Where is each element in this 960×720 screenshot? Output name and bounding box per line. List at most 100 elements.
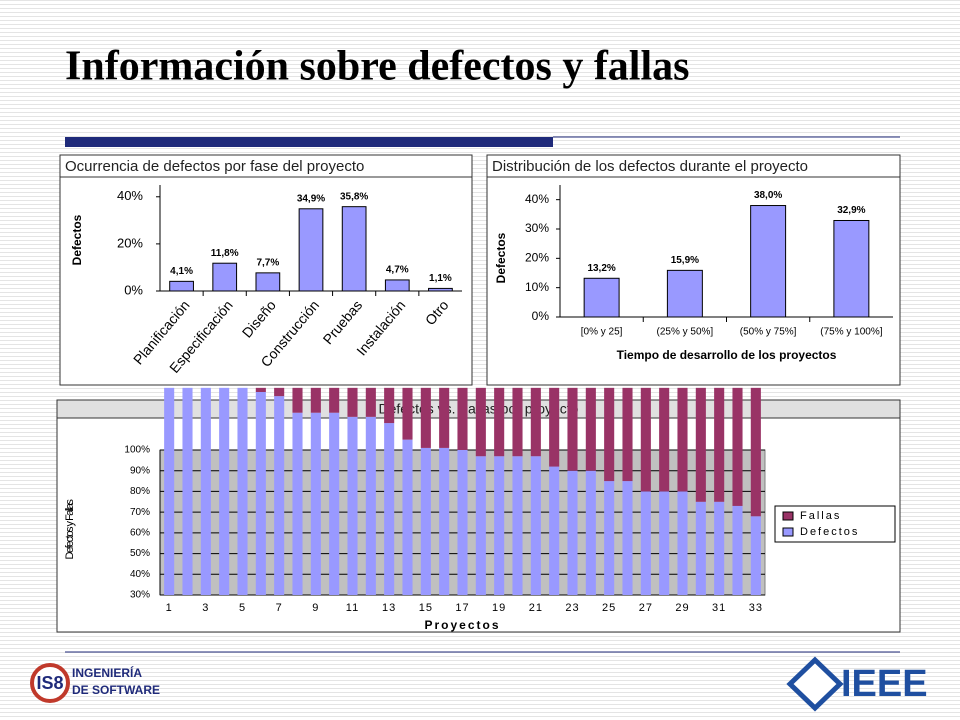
bar-segment [677, 491, 688, 595]
x-tick-label: 7 [276, 602, 283, 614]
x-tick-label: 17 [455, 602, 469, 614]
bar [341, 206, 367, 292]
logo-diamond [786, 656, 844, 712]
value-label: 35,8% [340, 191, 368, 202]
bar-segment [439, 387, 450, 448]
value-label: 4,7% [386, 265, 409, 276]
y-tick-label: 40% [117, 188, 143, 203]
panel-header [486, 154, 901, 178]
x-tick-label: 31 [712, 602, 726, 614]
value-label: 7,7% [256, 258, 279, 269]
bar [666, 269, 703, 318]
bar-segment [732, 387, 743, 506]
y-tick-label: 90% [130, 465, 150, 476]
legend-swatch [782, 527, 794, 537]
bar [212, 262, 238, 292]
x-tick-label: 27 [639, 602, 653, 614]
bar-segment [292, 412, 303, 595]
y-tick-label: 20% [117, 235, 143, 250]
bar-segment [420, 447, 431, 595]
bar-segment [512, 456, 523, 595]
bar-segment [384, 387, 395, 424]
bar-segment [439, 447, 450, 595]
bar-segment [365, 387, 376, 417]
x-tick-label: 9 [312, 602, 319, 614]
y-tick-label: 60% [130, 527, 150, 538]
bar [833, 219, 870, 318]
bar-segment [714, 501, 725, 595]
x-tick-label: 21 [529, 602, 543, 614]
bar [298, 208, 324, 292]
y-tick-label: 20% [525, 251, 549, 265]
bar [428, 287, 453, 292]
y-tick-label: 30% [525, 221, 549, 235]
y-tick-label: 10% [525, 280, 549, 294]
bar-segment [200, 387, 211, 595]
bar-segment [659, 491, 670, 595]
x-tick-label: 33 [749, 602, 763, 614]
x-axis-label: Proyectos [424, 618, 500, 632]
bar-segment [182, 387, 193, 595]
bar [583, 277, 620, 318]
x-tick-label: 19 [492, 602, 506, 614]
bar-segment [310, 412, 321, 595]
value-label: 13,2% [587, 263, 615, 274]
bar [169, 280, 194, 292]
x-tick-label: 23 [565, 602, 579, 614]
y-tick-label: 100% [124, 445, 150, 456]
legend-swatch [782, 511, 794, 521]
logo-text: IEEE [841, 663, 928, 705]
bar-segment [274, 387, 285, 397]
value-label: 1,1% [429, 273, 452, 284]
bar-segment [457, 450, 468, 595]
y-tick-label: 50% [130, 548, 150, 559]
bar-segment [329, 412, 340, 595]
value-label: 32,9% [837, 205, 865, 216]
bar-segment [274, 396, 285, 595]
bar-segment [255, 387, 266, 392]
panel-header [59, 154, 473, 178]
bar-segment [695, 501, 706, 595]
bar-segment [384, 423, 395, 595]
value-label: 34,9% [297, 193, 325, 204]
logo-text: INGENIERÍA [72, 665, 142, 680]
title-bar [65, 137, 553, 147]
bar-segment [347, 387, 358, 417]
bar [750, 205, 787, 318]
legend-label: Defectos [800, 526, 859, 538]
value-label: 11,8% [211, 248, 239, 259]
x-tick-label: (75% y 100%] [820, 327, 882, 338]
bar-segment [530, 456, 541, 595]
bar-segment [659, 387, 670, 492]
value-label: 15,9% [671, 255, 699, 266]
bar-segment [695, 387, 706, 502]
x-axis-label: Tiempo de desarrollo de los proyectos [617, 348, 837, 362]
bar-segment [549, 387, 560, 467]
logo-text: DE SOFTWARE [72, 683, 160, 697]
bar-segment [567, 470, 578, 595]
x-tick-label: 29 [675, 602, 689, 614]
x-tick-label: (50% y 75%] [740, 327, 797, 338]
bar-segment [640, 491, 651, 595]
logo-mark: IS8 [36, 673, 63, 693]
x-tick-label: [0% y 25] [581, 327, 623, 338]
bar-segment [530, 387, 541, 457]
bar-segment [714, 387, 725, 502]
x-tick-label: 15 [419, 602, 433, 614]
logo-ring [30, 663, 70, 703]
y-tick-label: 40% [130, 569, 150, 580]
bar-segment [622, 387, 633, 482]
bar-segment [164, 387, 175, 595]
bar-segment [475, 387, 486, 457]
bar-segment [402, 439, 413, 595]
bar-segment [494, 456, 505, 595]
x-tick-label: 1 [166, 602, 173, 614]
x-tick-label: (25% y 50%] [657, 327, 714, 338]
bar-segment [365, 416, 376, 595]
bar-segment [457, 387, 468, 450]
value-label: 38,0% [754, 190, 782, 201]
legend-label: Fallas [800, 510, 841, 522]
y-tick-label: 0% [124, 282, 143, 297]
panel [59, 154, 473, 386]
bar-segment [347, 416, 358, 595]
